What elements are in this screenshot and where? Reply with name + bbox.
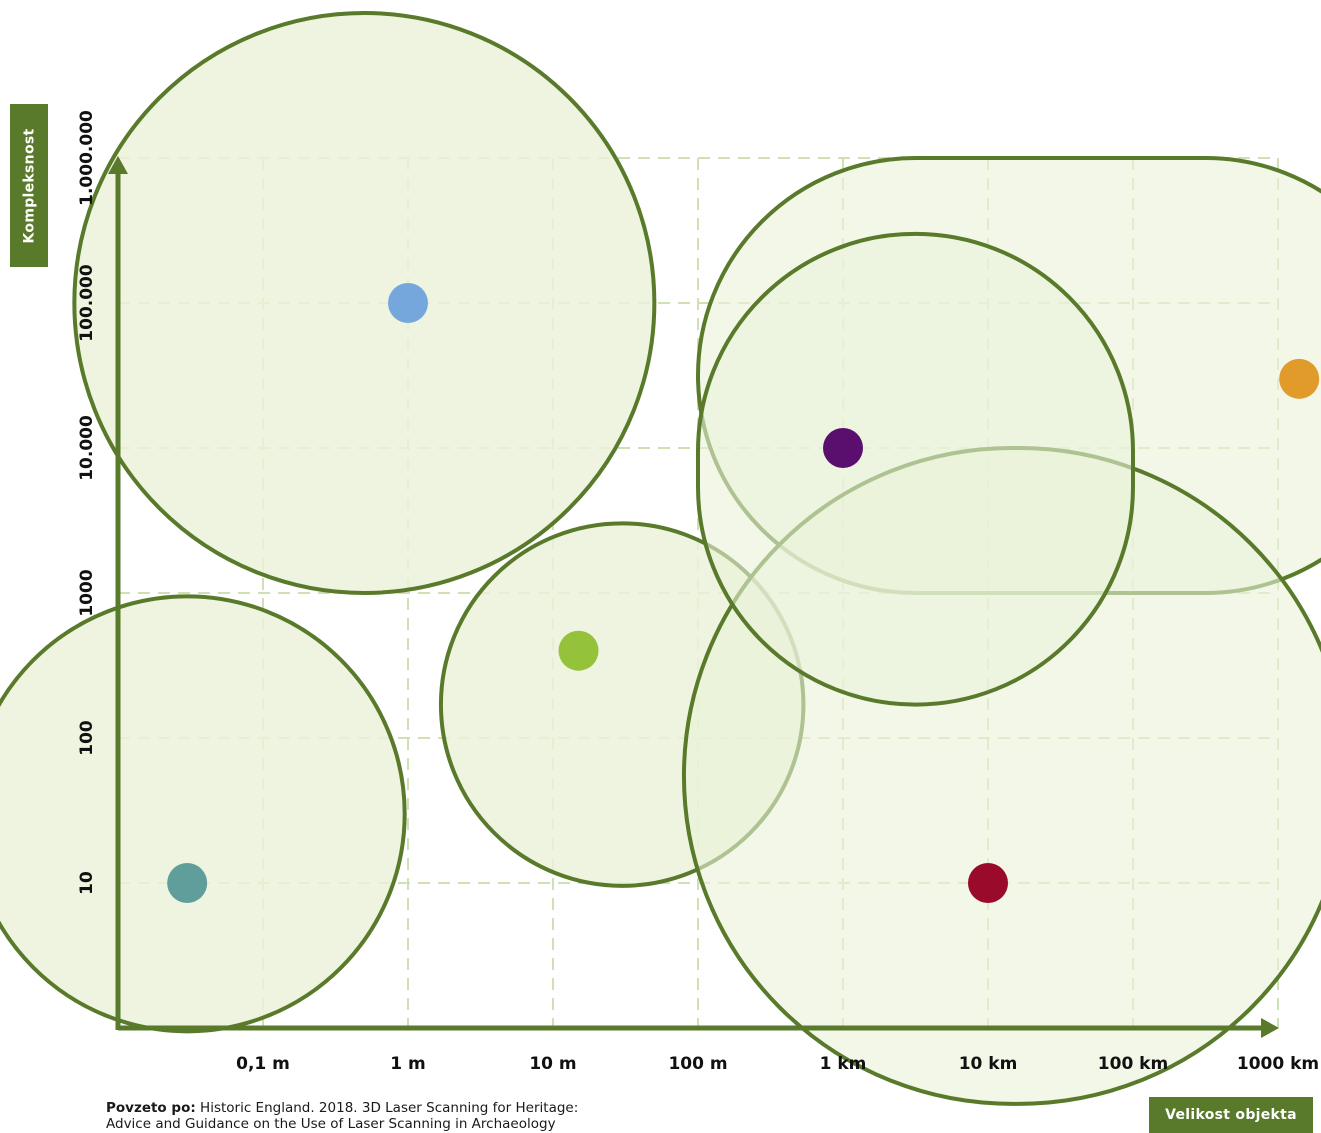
regions xyxy=(0,11,1321,1106)
x-tick-label: 1 km xyxy=(820,1054,867,1074)
data-point xyxy=(823,428,863,468)
data-point xyxy=(968,863,1008,903)
y-tick-label: 1000 xyxy=(77,569,97,616)
y-tick-label: 100.000 xyxy=(77,264,97,342)
x-tick-label: 1000 km xyxy=(1237,1054,1319,1074)
x-tick-label: 0,1 m xyxy=(236,1054,290,1074)
y-tick-label: 10.000 xyxy=(77,415,97,481)
x-tick-label: 10 km xyxy=(959,1054,1018,1074)
points xyxy=(167,283,1320,903)
x-axis-label: Velikost objekta xyxy=(1149,1097,1313,1133)
x-tick-label: 1 m xyxy=(390,1054,425,1074)
x-tick-label: 10 m xyxy=(529,1054,576,1074)
source-note: Povzeto po: Historic England. 2018. 3D L… xyxy=(106,1100,746,1132)
y-axis-label: Kompleksnost xyxy=(10,104,48,267)
x-axis-arrow xyxy=(1261,1018,1279,1038)
data-point xyxy=(1279,358,1320,399)
y-tick-labels: 10 100 1000 10.000 100.000 1.000.000 xyxy=(77,110,97,895)
x-tick-label: 100 m xyxy=(668,1054,727,1074)
y-tick-label: 1.000.000 xyxy=(77,110,97,206)
x-tick-label: 100 km xyxy=(1098,1054,1168,1074)
region-circle xyxy=(0,594,407,1034)
axes xyxy=(108,156,1279,1038)
data-point xyxy=(388,283,428,323)
region-capsule xyxy=(696,231,1135,707)
region-circle xyxy=(72,11,657,595)
x-tick-labels: 0,1 m 1 m 10 m 100 m 1 km 10 km 100 km 1000 km xyxy=(236,1054,1319,1074)
source-label: Povzeto po: xyxy=(106,1100,196,1116)
source-text: Historic England. 2018. 3D Laser Scannin… xyxy=(200,1100,579,1116)
y-tick-label: 10 xyxy=(77,871,97,895)
y-axis-arrow xyxy=(108,156,128,174)
data-point xyxy=(558,630,599,671)
data-point xyxy=(167,863,208,903)
y-tick-label: 100 xyxy=(77,720,97,756)
source-text-2: Advice and Guidance on the Use of Laser … xyxy=(106,1116,556,1132)
